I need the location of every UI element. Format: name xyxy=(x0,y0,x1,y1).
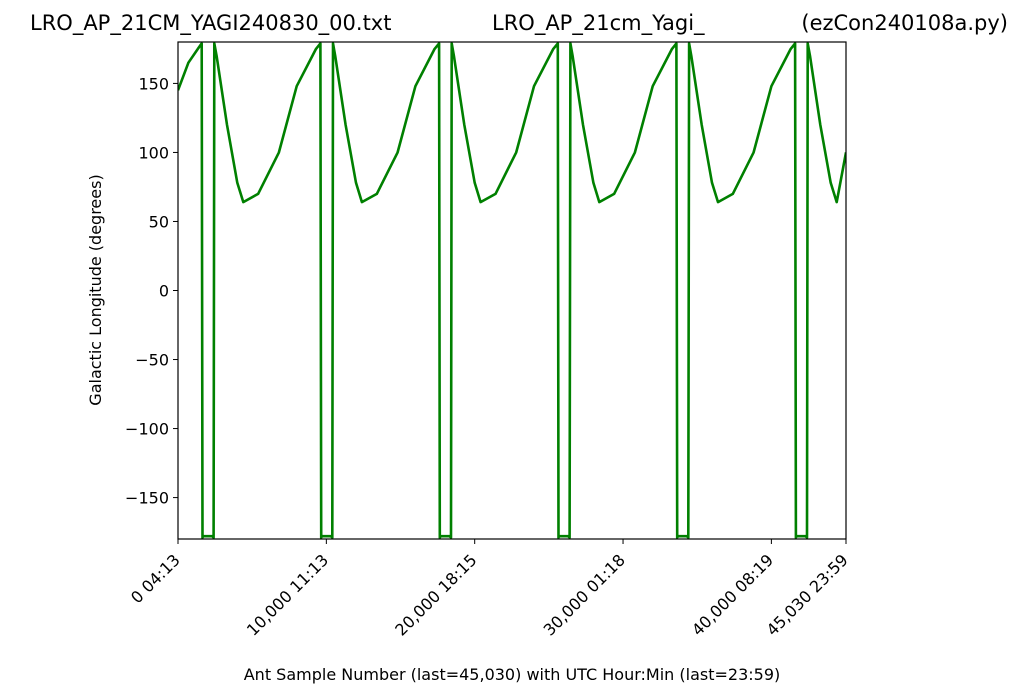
x-tick-label-2: 20,000 18:15 xyxy=(391,550,480,639)
plot-frame xyxy=(177,41,847,540)
y-axis-label: Galactic Longitude (degrees) xyxy=(86,174,105,405)
chart-title-center: LRO_AP_21cm_Yagi_ xyxy=(492,11,705,36)
x-axis-label: Ant Sample Number (last=45,030) with UTC… xyxy=(244,665,781,684)
y-axis: 150 100 50 0 −50 −100 −150 xyxy=(125,74,178,508)
y-tick-label-6: −150 xyxy=(125,489,169,508)
chart-title-left: LRO_AP_21CM_YAGI240830_00.txt xyxy=(30,11,391,36)
x-tick-label-0: 0 04:13 xyxy=(127,550,184,607)
y-tick-label-4: −50 xyxy=(135,351,169,370)
y-tick-label-3: 0 xyxy=(159,282,169,301)
x-tick-label-3: 30,000 01:18 xyxy=(540,550,629,639)
x-tick-label-1: 10,000 11:13 xyxy=(243,550,332,639)
y-tick-label-2: 50 xyxy=(149,212,169,231)
plot-area xyxy=(177,41,847,540)
y-tick-label-0: 150 xyxy=(138,74,169,93)
x-axis: 0 04:13 10,000 11:13 20,000 18:15 30,000 01… xyxy=(127,539,852,640)
series-line-0 xyxy=(178,42,846,539)
y-tick-label-5: −100 xyxy=(125,420,169,439)
chart-title-right: (ezCon240108a.py) xyxy=(801,11,1008,35)
y-tick-label-1: 100 xyxy=(138,143,169,162)
